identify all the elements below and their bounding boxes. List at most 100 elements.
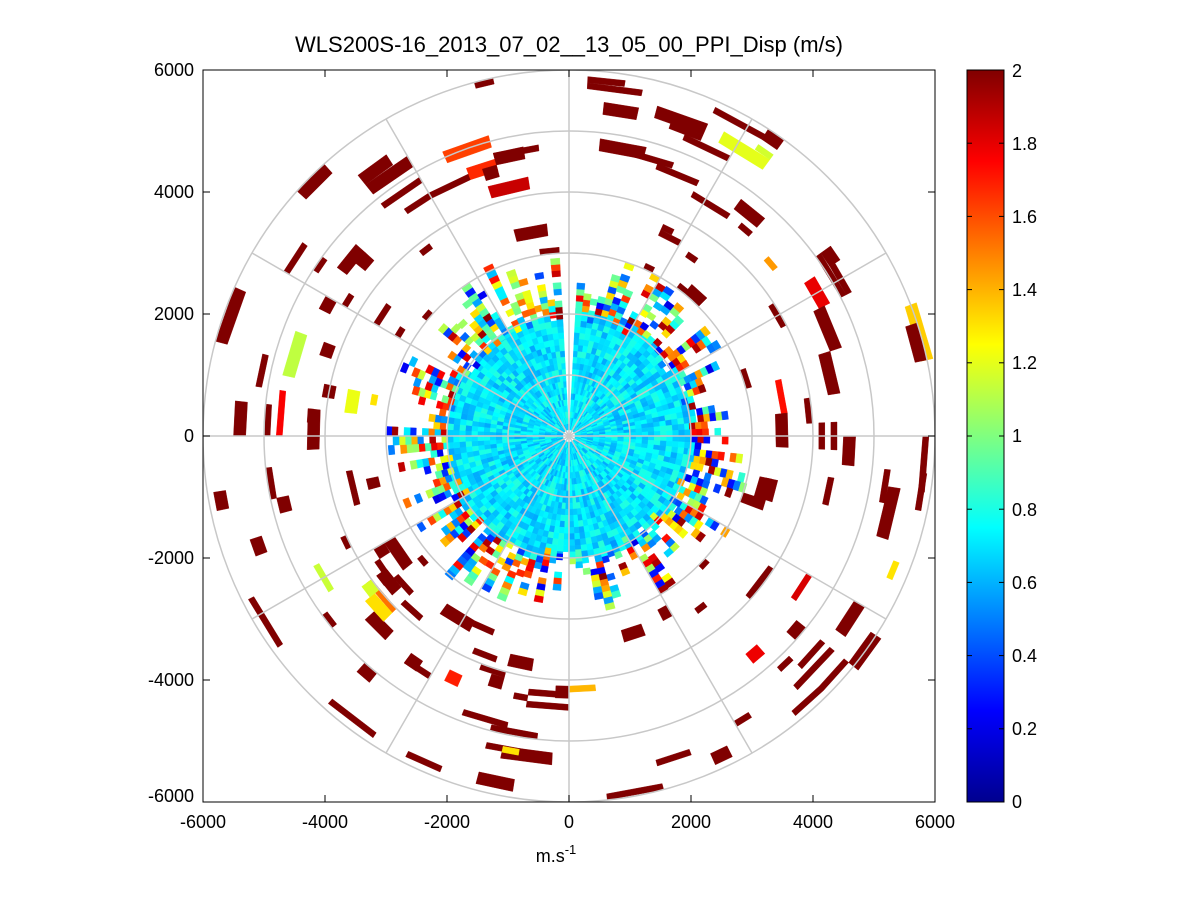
ppi-cell [575, 306, 583, 315]
ppi-cell [417, 435, 424, 445]
ppi-cell [617, 430, 625, 434]
ppi-cell [355, 252, 375, 272]
ppi-cell [690, 191, 731, 220]
ppi-cell [646, 311, 657, 322]
ppi-cell [622, 288, 634, 299]
ppi-cell [655, 163, 700, 187]
ppi-cell [458, 430, 466, 437]
ppi-cell [673, 315, 685, 326]
ppi-cell [400, 599, 424, 622]
ppi-cell [700, 421, 709, 430]
ppi-cell [559, 344, 565, 352]
ppi-cell [434, 428, 441, 437]
ppi-cell [558, 338, 565, 346]
ppi-cell [672, 430, 680, 437]
ppi-cell [571, 490, 576, 498]
ppi-cell [735, 453, 744, 464]
ppi-cell [580, 320, 588, 328]
colorbar-tick-label: 0.8 [1012, 500, 1037, 520]
ppi-cell [439, 422, 447, 430]
ppi-cell [561, 362, 566, 370]
ppi-cell [640, 543, 651, 553]
ppi-cell [364, 593, 393, 622]
ppi-cell [548, 305, 557, 313]
ppi-cell [677, 447, 685, 455]
ppi-cell [522, 289, 532, 299]
ppi-cell [886, 560, 900, 581]
ppi-cell [406, 443, 414, 454]
ppi-cell [559, 350, 566, 358]
ppi-cell [685, 251, 699, 264]
ppi-cell [319, 341, 336, 359]
ppi-cell [551, 326, 559, 334]
ppi-cell [558, 526, 565, 534]
ppi-cell [556, 320, 564, 328]
ppi-cell [572, 508, 578, 516]
ppi-cell [693, 448, 701, 457]
ppi-cell [459, 424, 467, 431]
ppi-cell [589, 298, 599, 307]
ppi-cell [694, 421, 702, 430]
ppi-cell [684, 429, 692, 437]
ppi-cell [568, 684, 597, 693]
axis-ticks [202, 69, 936, 803]
ppi-cell [345, 470, 361, 506]
ppi-cell [568, 551, 576, 559]
ppi-cell [563, 380, 567, 388]
x-tick-label: 4000 [793, 812, 833, 832]
ppi-cell [710, 745, 733, 766]
ppi-cell [562, 545, 570, 553]
colorbar-tick-label: 1.8 [1012, 134, 1037, 154]
ppi-cell [652, 337, 663, 348]
ppi-cell [659, 420, 667, 427]
y-tick-label: 2000 [154, 304, 194, 324]
ppi-cell [671, 418, 679, 426]
ppi-cell [409, 427, 417, 437]
ppi-cell [411, 367, 421, 378]
ppi-cell [552, 332, 560, 340]
ppi-cell [791, 685, 824, 716]
ppi-cell [429, 435, 437, 444]
ppi-cell [555, 306, 563, 314]
x-axis-label-superscript: -1 [565, 842, 577, 857]
ppi-cell [613, 550, 623, 560]
ppi-cell [568, 533, 575, 540]
ppi-cell [550, 320, 558, 328]
ppi-cell [556, 544, 564, 552]
ppi-cell [562, 374, 567, 382]
ppi-cell [489, 443, 497, 449]
ppi-cell [695, 531, 706, 543]
ppi-cell [533, 594, 544, 604]
x-tick-label: 2000 [671, 812, 711, 832]
ppi-cell [563, 539, 570, 547]
ppi-cell [820, 245, 841, 267]
ppi-cell [249, 535, 268, 557]
ppi-cell [461, 709, 509, 729]
ppi-cell [465, 445, 473, 453]
ppi-cell [797, 639, 826, 670]
ppi-cell [560, 356, 566, 364]
ppi-cell [477, 440, 485, 446]
ppi-cell [447, 350, 458, 361]
ppi-cell [425, 364, 435, 375]
ppi-cell [556, 356, 562, 364]
ppi-cell [430, 449, 438, 459]
ppi-cell [439, 536, 451, 548]
ppi-cell [657, 360, 667, 370]
ppi-cell [410, 435, 418, 445]
ppi-cell [489, 439, 497, 445]
ppi-cell [399, 362, 410, 374]
ppi-cell [501, 746, 520, 756]
ppi-cell [694, 601, 708, 614]
ppi-cell [282, 330, 308, 378]
ppi-cell [327, 698, 377, 739]
ppi-cell [397, 461, 406, 473]
ppi-cell [430, 442, 438, 451]
ppi-cell [439, 455, 448, 464]
ppi-cell [623, 429, 631, 434]
colorbar-tick-label: 1 [1012, 426, 1022, 446]
ppi-cell [475, 771, 515, 792]
ppi-cell [677, 441, 685, 449]
ppi-cell [703, 413, 711, 423]
ppi-cell [583, 293, 592, 301]
